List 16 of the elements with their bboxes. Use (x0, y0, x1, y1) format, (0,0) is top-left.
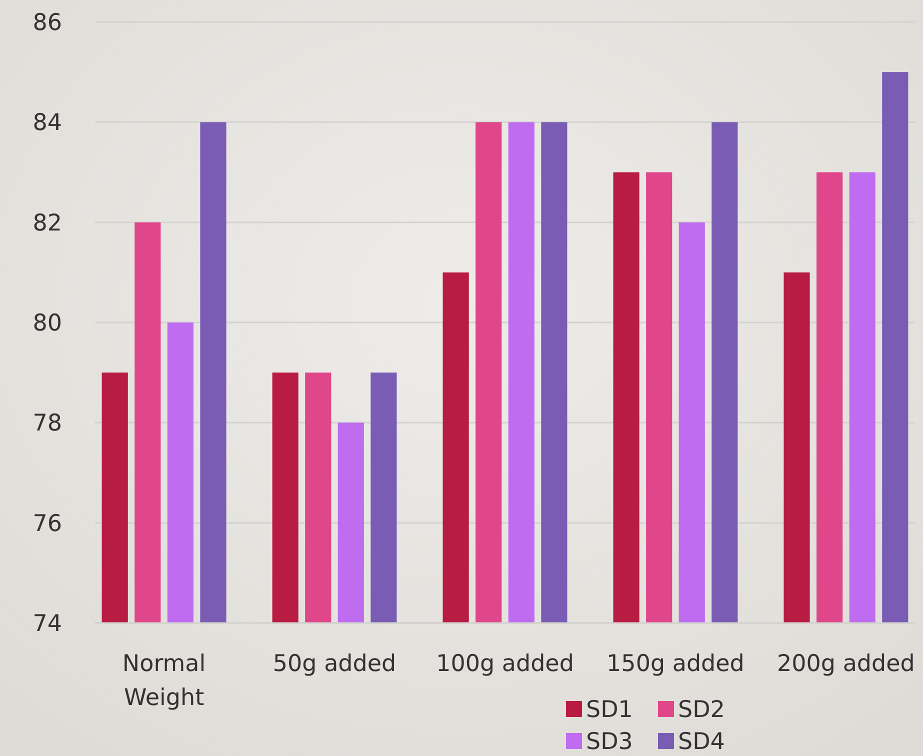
y-tick-label: 74 (32, 611, 62, 638)
x-tick-label: 150g added (606, 651, 744, 677)
y-tick-label: 86 (32, 10, 62, 36)
legend-label: SD3 (586, 729, 633, 756)
y-tick-label: 76 (32, 510, 62, 537)
y-tick-label: 80 (32, 310, 62, 337)
y-tick-label: 82 (32, 210, 62, 236)
x-tick-label: Normal Weight (122, 651, 206, 711)
legend-label: SD2 (678, 697, 725, 724)
y-tick-label: 84 (32, 110, 62, 136)
legend-label: SD4 (678, 729, 725, 756)
x-tick-label: 50g added (272, 651, 396, 677)
x-tick-label: 200g added (777, 651, 915, 677)
y-tick-label: 78 (32, 410, 62, 437)
x-tick-label: 100g added (436, 651, 574, 677)
legend-label: SD1 (586, 697, 633, 724)
